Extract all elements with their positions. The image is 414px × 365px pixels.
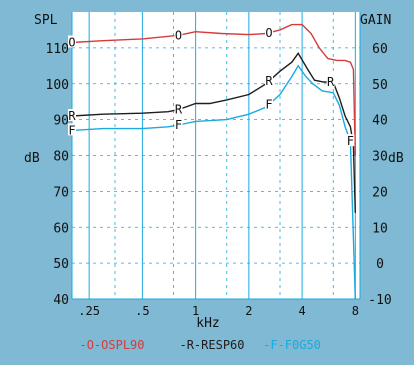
right-unit-label: dB [388, 151, 404, 166]
right-tick-label: 50 [372, 78, 388, 93]
x-axis-title: kHz [196, 316, 219, 331]
series-marker-bg [68, 123, 76, 136]
right-tick-label: 40 [372, 114, 388, 129]
left-axis-title: SPL [34, 13, 58, 28]
series-marker: O [175, 28, 182, 42]
series-marker-bg [68, 35, 76, 48]
left-tick-label: 90 [53, 114, 69, 129]
right-tick-label: 30 [372, 150, 388, 165]
right-axis-title: GAIN [360, 13, 391, 28]
left-tick-label: 100 [46, 78, 69, 93]
left-unit-label: dB [24, 151, 40, 166]
x-tick-label: .25 [78, 304, 100, 318]
series-marker: F [347, 134, 354, 148]
series-marker: R [265, 74, 273, 88]
series-markers: OO OR RR RF FFF [68, 25, 355, 148]
right-tick-label: 60 [372, 42, 388, 57]
right-axis-ticks: -10 0 10 20 30 40 50 60 [368, 42, 391, 308]
series-marker-bg [265, 97, 274, 110]
x-tick-label: .5 [135, 304, 149, 318]
x-tick-label: 2 [245, 304, 252, 318]
right-tick-label: 20 [372, 185, 388, 200]
right-tick-label: 10 [372, 221, 388, 236]
series-marker: O [68, 35, 75, 49]
legend-item: -R-RESP60 [179, 338, 244, 352]
series-marker-bg [174, 102, 183, 115]
axis-lines [71, 12, 361, 300]
legend-item: -O-OSPL90 [79, 338, 144, 352]
legend: -O-OSPL90 -R-RESP60 -F-F0G50 [79, 338, 320, 352]
series-line [71, 64, 356, 300]
right-tick-label: 0 [376, 257, 384, 272]
series-line [71, 52, 356, 213]
series-marker-bg [174, 28, 183, 41]
x-tick-label: 1 [192, 304, 199, 318]
left-tick-label: 70 [53, 185, 69, 200]
series-marker: R [327, 75, 335, 89]
left-tick-label: 40 [53, 293, 69, 308]
series-marker: F [68, 123, 75, 137]
left-tick-label: 60 [53, 221, 69, 236]
series-marker: R [68, 109, 76, 123]
series-marker-bg [68, 109, 76, 122]
left-tick-label: 110 [46, 42, 69, 57]
series-marker: R [175, 103, 183, 117]
x-tick-label: 8 [352, 304, 359, 318]
x-tick-label: 4 [298, 304, 305, 318]
series-marker-bg [346, 134, 355, 147]
left-tick-label: 80 [53, 150, 69, 165]
series-marker: F [265, 97, 272, 111]
left-tick-label: 50 [53, 257, 69, 272]
legend-item: -F-F0G50 [263, 338, 321, 352]
series-marker: F [175, 118, 182, 132]
left-axis-ticks: 40 50 60 70 80 90 100 110 [46, 42, 69, 308]
series-marker: O [265, 26, 272, 40]
series-marker-bg [265, 74, 274, 87]
series-marker-bg [326, 74, 335, 87]
x-axis-ticks: .25 .5 1 2 4 8 [78, 304, 359, 318]
right-tick-label: -10 [368, 293, 391, 308]
series-marker-bg [265, 25, 274, 38]
series-marker-bg [174, 118, 183, 131]
